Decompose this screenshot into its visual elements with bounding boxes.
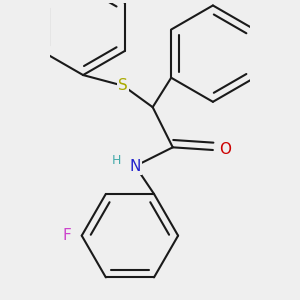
Text: O: O xyxy=(219,142,231,158)
Text: H: H xyxy=(112,154,121,167)
Text: F: F xyxy=(63,228,71,243)
Text: N: N xyxy=(130,159,141,174)
Text: S: S xyxy=(118,78,128,93)
